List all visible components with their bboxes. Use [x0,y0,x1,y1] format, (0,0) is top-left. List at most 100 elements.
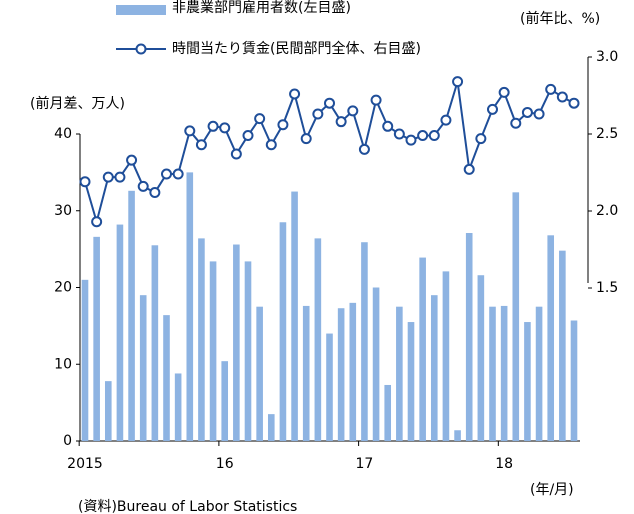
line-marker [242,130,254,142]
y-tick-label: 0 [63,433,72,449]
bar [81,279,89,441]
bar [302,305,310,441]
line-marker [521,106,533,118]
x-tick-label: 17 [356,456,374,472]
line-marker [254,113,266,125]
bar [535,306,543,441]
bar [570,320,578,441]
source: (資料)Bureau of Labor Statistics [78,499,297,514]
y2-axis-label: (前年比、%) [520,10,600,27]
line-marker [219,122,231,134]
bar [361,242,368,441]
x-tick-label: 2015 [67,456,103,472]
bar [279,222,287,441]
line-marker [126,154,138,166]
bar [512,192,520,441]
x-tick-label: 16 [216,456,234,472]
x-tick-label: 18 [495,456,513,472]
bar [314,238,322,441]
line-marker [300,133,312,145]
x-axis-label: (年/月) [530,482,574,498]
line-marker [172,168,184,180]
y-tick-label: 30 [54,203,72,219]
line-marker [312,108,324,120]
line-marker [463,163,475,175]
y2-tick-label: 2.0 [596,203,618,219]
line-marker [556,91,568,103]
y-axis-label: (前月差、万人) [30,95,125,112]
line-marker [195,139,207,151]
bar [163,315,170,441]
bar [128,190,135,441]
bar [524,322,531,441]
bar [198,238,205,441]
line-marker [568,97,580,109]
line-marker [102,171,114,183]
line-marker [452,76,464,88]
bar [500,305,508,441]
bar [326,333,333,441]
y-tick-label: 40 [54,126,72,142]
bar [442,271,450,441]
line-marker [440,114,452,126]
bar [419,257,426,441]
line-marker [487,103,498,115]
bar [291,191,298,441]
y-tick-label: 20 [54,280,72,296]
line-marker [184,125,196,137]
y-tick-label: 10 [54,356,72,372]
bar [547,235,555,441]
bar [465,233,473,441]
line-marker [161,168,172,180]
bar [454,430,461,441]
bar [186,172,194,441]
bar [244,261,252,441]
bar [221,361,229,441]
legend-line: 時間当たり賃金(民間部門全体、右目盛) [172,40,421,57]
legend-bar-swatch [116,5,166,15]
bar [233,244,240,441]
line-marker [358,143,370,155]
line-marker [545,83,557,95]
bar [104,381,112,441]
bar [559,250,566,441]
line-marker [265,139,277,151]
line-marker [277,119,289,131]
line-marker [335,116,347,128]
line-marker [149,187,161,199]
bar [209,261,217,441]
bar [349,302,357,441]
line-marker [91,216,103,228]
line-marker [137,180,149,192]
bar [477,275,485,441]
line-marker [114,171,126,183]
bar [396,306,403,441]
bar [139,295,147,441]
bar [407,322,415,441]
bar [174,373,182,441]
bar [489,306,496,441]
line-marker [417,130,429,142]
bar [337,308,345,441]
y2-tick-label: 3.0 [596,49,618,65]
y2-tick-label: 2.5 [596,126,618,142]
bar [430,295,438,441]
y2-tick-label: 1.5 [596,280,618,296]
bar [151,245,159,441]
line-marker [347,105,359,117]
line-marker [79,176,91,188]
line-marker [393,128,405,140]
line-marker [289,88,301,100]
line-marker [370,94,382,106]
line-marker [382,120,394,132]
line-marker [475,133,487,145]
line-marker [324,97,335,109]
line-marker [207,120,219,132]
line-marker [405,134,417,146]
bar [116,224,124,441]
bar [93,236,100,441]
legend-line-marker [135,43,147,55]
bar [384,384,392,441]
line-marker [230,148,242,160]
